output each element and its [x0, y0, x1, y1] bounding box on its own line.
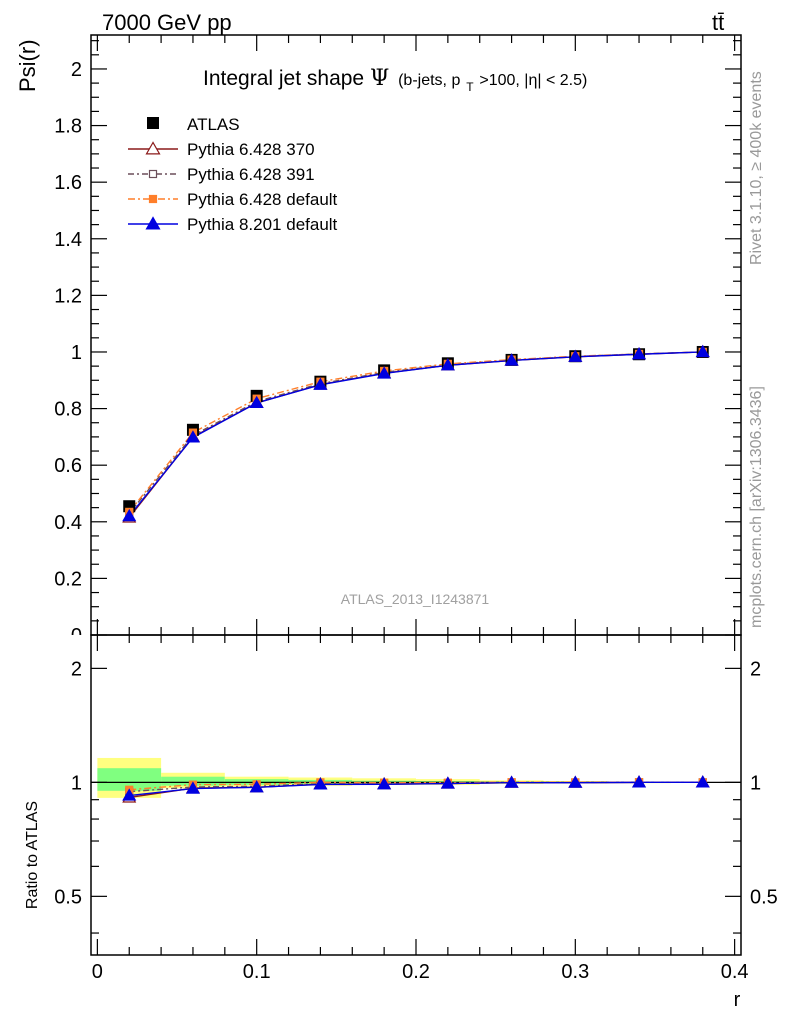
legend: ATLAS Pythia 6.428 370 Pythia 6.428 391 Pyt…	[128, 115, 338, 234]
x-tick-label: 0.2	[402, 961, 430, 983]
analysis-watermark: ATLAS_2013_I1243871	[341, 591, 490, 607]
ratio-point-pythia-8-201-default	[122, 788, 137, 801]
legend-marker-pythia-8-201-default	[145, 216, 161, 230]
y-tick-label: 1	[71, 342, 82, 364]
x-tick-label: 0.4	[721, 961, 749, 983]
series-line-pythia-6-428-370	[128, 351, 703, 518]
y-axis-label: Psi(r)	[15, 39, 40, 92]
ratio-point-pythia-8-201-default	[568, 775, 583, 788]
y-tick-label: 0.2	[54, 568, 82, 590]
chart-title-cuts-sub: T	[466, 80, 474, 94]
axis-ticks	[91, 35, 741, 955]
series-lines	[128, 351, 703, 518]
legend-marker-pythia-6-428-391	[148, 169, 158, 179]
ratio-point-pythia-8-201-default	[440, 776, 455, 789]
ratio-point-pythia-8-201-default	[249, 780, 264, 793]
x-tick-label: 0	[92, 961, 103, 983]
series-point-pythia-8-201-default	[377, 366, 392, 379]
series-point-pythia-8-201-default	[249, 395, 264, 409]
mcplots-info: mcplots.cern.ch [arXiv:1306.3436]	[748, 386, 765, 628]
ratio-line-pythia-6-428-default	[129, 781, 703, 791]
ratio-axis-label: Ratio to ATLAS	[24, 801, 41, 909]
ratio-point-pythia-8-201-default	[632, 775, 647, 788]
y-tick-label: 1.2	[54, 285, 82, 307]
ratio-point-pythia-8-201-default	[185, 781, 200, 794]
x-tick-label: 0.1	[243, 961, 271, 983]
chart-title-main: Integral jet shape	[203, 67, 364, 90]
legend-label-pythia-6-428-391: Pythia 6.428 391	[187, 165, 315, 184]
x-axis-label: r	[734, 989, 741, 1011]
series-point-pythia-8-201-default	[440, 358, 455, 371]
legend-marker-pythia-6-428-default	[148, 194, 158, 204]
ratio-point-pythia-8-201-default	[377, 777, 392, 790]
legend-label-pythia-6-428-default: Pythia 6.428 default	[187, 190, 338, 209]
y-tick-label: 0	[71, 625, 82, 647]
ratio-plot-frame	[90, 634, 742, 956]
y-tick-label: 2	[71, 59, 82, 81]
ratio-point-pythia-8-201-default	[313, 777, 328, 790]
series-markers	[122, 344, 710, 803]
rivet-info: Rivet 3.1.10, ≥ 400k events	[748, 71, 765, 265]
atlas-data-points	[123, 345, 709, 513]
legend-label-atlas: ATLAS	[187, 115, 240, 134]
ratio-tick-label-right: 0.5	[750, 886, 778, 908]
ratio-band-green	[97, 768, 162, 791]
y-tick-label: 1.6	[54, 172, 82, 194]
series-point-pythia-8-201-default	[185, 430, 200, 443]
legend-marker-pythia-6-428-370	[145, 141, 161, 155]
y-tick-label: 1.4	[54, 229, 82, 251]
y-tick-label: 0.8	[54, 399, 82, 421]
legend-label-pythia-8-201-default: Pythia 8.201 default	[187, 215, 338, 234]
ratio-tick-label-right: 2	[750, 658, 761, 680]
ratio-line-pythia-8-201-default	[129, 781, 703, 797]
process-label: tt̄	[712, 10, 724, 35]
x-tick-label: 0.3	[561, 961, 589, 983]
series-point-pythia-8-201-default	[122, 508, 137, 522]
ratio-tick-label-left: 2	[71, 658, 82, 680]
legend-label-pythia-6-428-370: Pythia 6.428 370	[187, 140, 315, 159]
legend-marker-atlas	[147, 117, 159, 129]
ratio-point-pythia-8-201-default	[504, 775, 519, 788]
ratio-point-pythia-8-201-default	[695, 775, 710, 788]
series-line-pythia-6-428-default	[128, 351, 703, 513]
series-point-pythia-8-201-default	[568, 349, 583, 362]
y-tick-label: 0.4	[54, 512, 82, 534]
y-tick-label: 0.6	[54, 455, 82, 477]
chart-title: Integral jet shape Ψ (b-jets, p T >100, …	[203, 66, 587, 96]
series-line-pythia-6-428-391	[128, 351, 703, 514]
chart-title-cuts-pre: (b-jets, p	[398, 72, 460, 89]
chart-title-symbol: Ψ	[370, 66, 389, 91]
ratio-tick-label-right: 1	[750, 772, 761, 794]
y-tick-label: 1.8	[54, 116, 82, 138]
axis-tick-labels: 0 0.1 0.2 0.3 0.4 0.2 0.4 0.6 0.8 1 1.2 1.4 1.6 1.8 2 0…	[54, 59, 778, 983]
series-point-pythia-8-201-default	[632, 347, 647, 360]
ratio-tick-label-left: 0.5	[54, 886, 82, 908]
ratio-lines	[129, 781, 703, 799]
ratio-tick-label-left: 1	[71, 772, 82, 794]
series-point-pythia-8-201-default	[313, 377, 328, 390]
series-point-pythia-8-201-default	[695, 344, 710, 358]
energy-label: 7000 GeV pp	[102, 10, 232, 35]
chart-title-cuts-post: >100, |η| < 2.5)	[479, 72, 587, 89]
series-line-pythia-8-201-default	[128, 351, 703, 517]
series-point-pythia-8-201-default	[504, 353, 519, 366]
